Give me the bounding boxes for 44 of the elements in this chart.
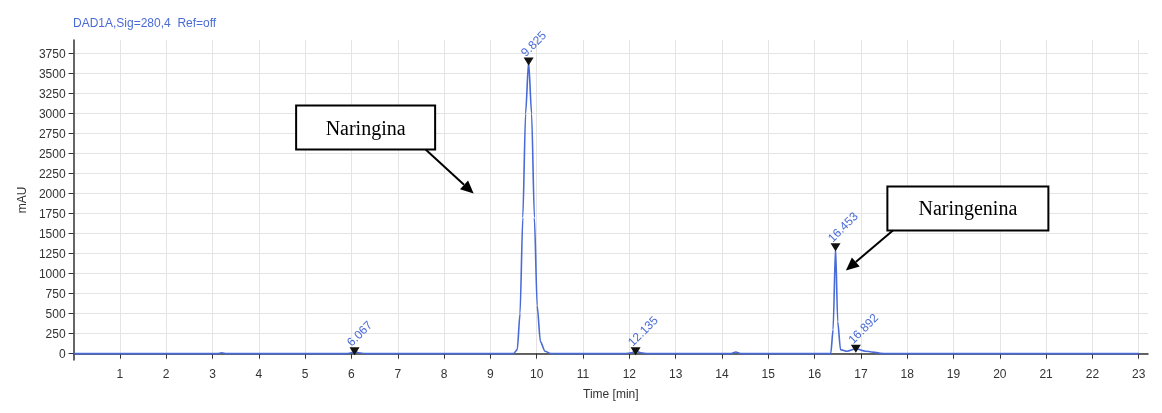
x-tick-label: 10 xyxy=(530,367,544,381)
x-tick-label: 18 xyxy=(900,367,915,381)
x-tick-label: 19 xyxy=(946,367,961,381)
x-tick-label: 16 xyxy=(807,367,822,381)
y-tick-label: 750 xyxy=(45,286,66,301)
x-tick-label: 13 xyxy=(668,367,683,381)
x-tick-label: 5 xyxy=(301,367,309,381)
y-tick-label: 3250 xyxy=(38,86,66,101)
y-tick-label: 1250 xyxy=(38,246,66,261)
y-tick-label: 3750 xyxy=(38,46,66,61)
x-tick-label: 3 xyxy=(209,367,217,381)
x-tick-label: 6 xyxy=(348,367,356,381)
x-tick-label: 20 xyxy=(993,367,1007,381)
annotation: Naringenina xyxy=(918,197,1018,221)
x-tick-label: 17 xyxy=(854,367,868,381)
x-tick-label: 9 xyxy=(487,367,495,381)
y-tick-label: 1000 xyxy=(38,266,66,281)
y-tick-label: 3500 xyxy=(38,66,66,81)
y-axis-title: mAU xyxy=(15,186,29,214)
x-tick-label: 23 xyxy=(1132,367,1146,381)
x-tick-label: 12 xyxy=(622,367,637,381)
x-tick-label: 7 xyxy=(394,367,402,381)
x-tick-label: 2 xyxy=(162,367,170,381)
y-tick-label: 3000 xyxy=(38,106,66,121)
x-axis-title: Time [min] xyxy=(583,387,639,401)
y-tick-label: 2000 xyxy=(38,186,66,201)
chart-title: DAD1A,Sig=280,4 Ref=off xyxy=(73,16,217,30)
x-tick-label: 22 xyxy=(1085,367,1100,381)
y-tick-label: 500 xyxy=(45,306,66,321)
annotation: Naringina xyxy=(325,116,406,140)
y-tick-label: 1750 xyxy=(38,206,66,221)
x-tick-label: 15 xyxy=(761,367,776,381)
y-tick-label: 2750 xyxy=(38,126,66,141)
y-tick-label: 2250 xyxy=(38,166,66,181)
x-tick-label: 8 xyxy=(440,367,448,381)
y-tick-label: 1500 xyxy=(38,226,66,241)
x-tick-label: 11 xyxy=(576,367,590,381)
x-tick-label: 21 xyxy=(1039,367,1054,381)
x-tick-label: 4 xyxy=(255,367,263,381)
y-tick-label: 250 xyxy=(45,326,66,341)
x-tick-label: 1 xyxy=(116,367,124,381)
x-tick-label: 14 xyxy=(715,367,729,381)
y-tick-label: 2500 xyxy=(38,146,66,161)
y-tick-label: 0 xyxy=(58,346,66,361)
